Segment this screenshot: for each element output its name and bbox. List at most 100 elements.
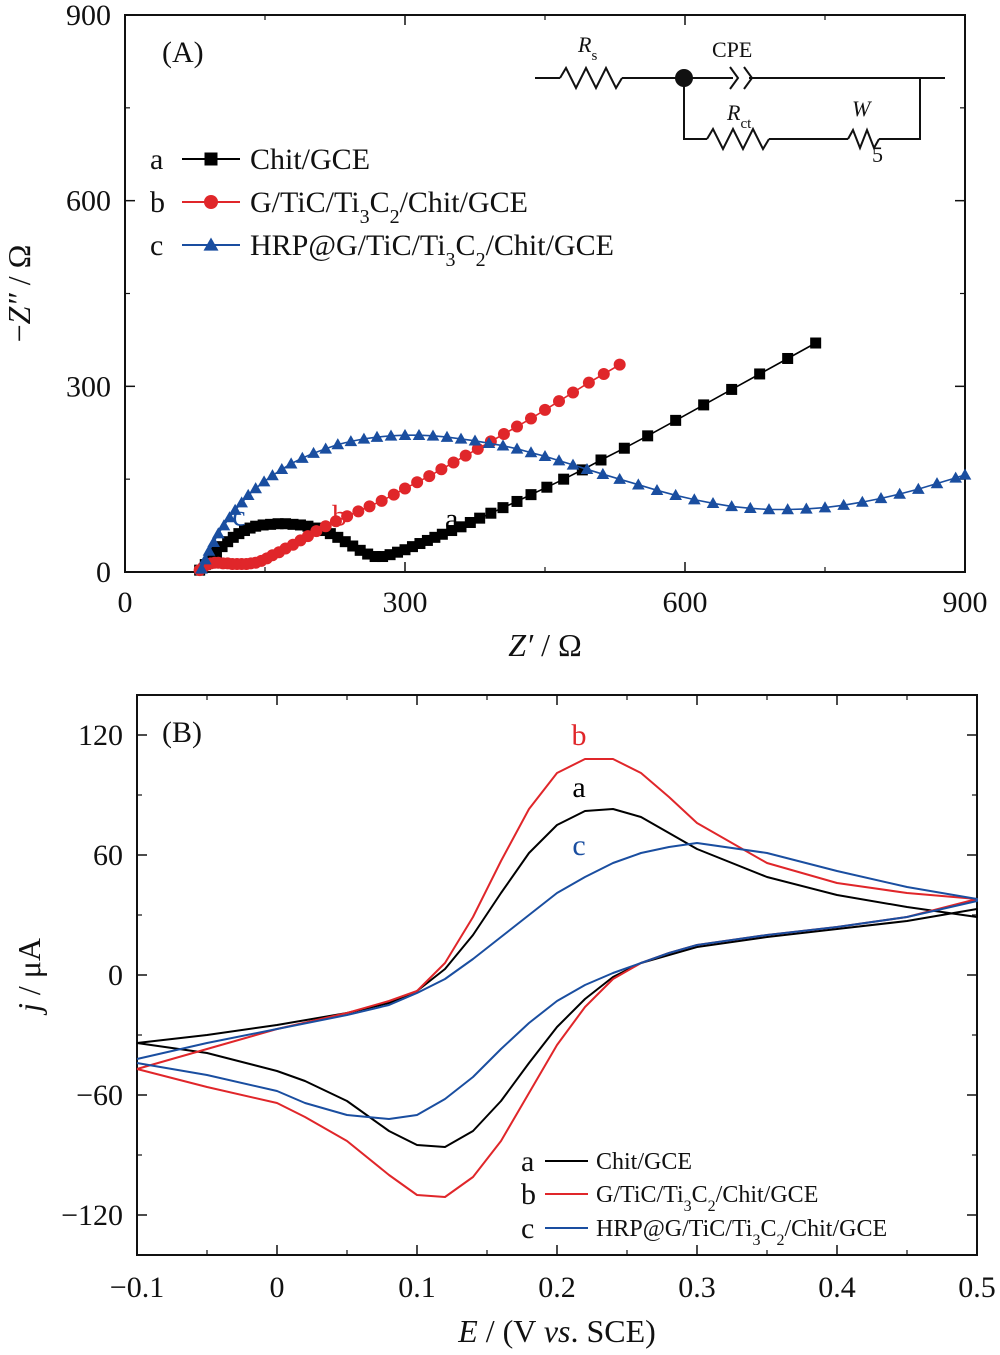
data-point-c [613, 472, 626, 484]
circuit-label-rct: Rct [726, 100, 752, 132]
data-point-a [541, 481, 553, 493]
legend-letter: b [521, 1178, 536, 1211]
legend: a Chit/GCE b G/TiC/Ti3C2/Chit/GCE c HRP@G/TiC… [521, 1145, 887, 1249]
y-tick-label: 0 [96, 556, 111, 589]
curve-label-a: a [572, 771, 585, 804]
series-a [194, 337, 822, 576]
legend-label: Chit/GCE [250, 143, 370, 176]
circuit-label-w: W [852, 96, 872, 121]
data-point-b [597, 367, 610, 380]
data-point-a [618, 442, 630, 454]
data-point-a [233, 528, 245, 540]
data-point-a [414, 538, 426, 550]
data-point-c [319, 442, 332, 454]
data-point-c [632, 478, 645, 490]
data-point-b [613, 358, 626, 371]
data-point-c [296, 451, 309, 463]
data-point-c [958, 468, 972, 480]
data-point-a [455, 521, 467, 533]
x-tick-label: 0.3 [678, 1271, 716, 1304]
y-tick-label: 120 [78, 719, 123, 752]
data-point-c [706, 496, 720, 509]
x-tick-label: 0 [118, 586, 133, 619]
legend-marker [203, 237, 219, 251]
data-point-a [642, 430, 654, 442]
data-point-c [440, 430, 454, 442]
x-tick-label: 0.4 [818, 1271, 856, 1304]
data-point-c [275, 462, 289, 475]
legend-letter: c [521, 1212, 534, 1245]
data-point-a [216, 541, 228, 553]
circuit-label-w-sub: 5 [872, 142, 883, 167]
data-point-b [399, 482, 411, 495]
data-point-a [302, 520, 314, 532]
data-point-a [576, 464, 588, 476]
legend-marker [204, 195, 218, 209]
data-point-a [810, 337, 822, 349]
circuit-wire [683, 78, 707, 140]
legend-letter: a [150, 143, 163, 176]
data-point-c [257, 475, 271, 487]
data-point-c [893, 487, 906, 499]
data-point-c [874, 492, 888, 504]
data-point-a [497, 502, 509, 514]
data-point-a [558, 473, 570, 485]
data-point-a [525, 489, 537, 501]
data-point-a [250, 520, 262, 532]
data-point-c [384, 429, 398, 441]
data-point-b [511, 420, 523, 433]
circuit-label-rs: Rs [577, 32, 597, 64]
data-point-a [446, 525, 458, 537]
data-point-b [459, 449, 472, 462]
curve-label-a: a [445, 503, 458, 536]
warburg-element-icon [847, 127, 880, 151]
x-tick-label: 0 [270, 1271, 285, 1304]
data-point-a [436, 528, 448, 540]
cv-curve-a [136, 808, 978, 1148]
data-point-a [726, 383, 738, 395]
data-point-b [447, 456, 460, 469]
data-point-c [207, 535, 220, 548]
data-point-c [266, 469, 279, 481]
cpe-element-icon [729, 66, 740, 90]
data-point-c [212, 527, 225, 539]
data-point-c [217, 519, 231, 531]
data-point-a [421, 534, 433, 546]
data-point-c [344, 435, 358, 447]
series-line-a [199, 342, 817, 571]
curve-label-c: c [232, 500, 245, 533]
data-point-c [688, 493, 701, 505]
data-point-b [567, 386, 579, 399]
y-tick-label: −60 [76, 1079, 123, 1112]
x-tick-label: 300 [383, 586, 428, 619]
data-point-a [429, 531, 441, 543]
data-point-a [369, 551, 381, 563]
data-point-c [552, 454, 566, 466]
data-point-b [411, 476, 424, 489]
data-point-b [375, 494, 388, 507]
data-point-c [580, 462, 594, 475]
x-tick-label: 0.1 [398, 1271, 436, 1304]
data-point-c [818, 501, 832, 513]
data-point-b [341, 510, 354, 523]
data-point-a [287, 518, 299, 530]
data-point-a [280, 518, 292, 530]
data-point-b [352, 505, 365, 518]
data-point-c [426, 429, 440, 441]
data-point-b [310, 525, 323, 538]
data-point-a [406, 541, 418, 553]
data-point-a [244, 522, 256, 534]
data-point-a [698, 399, 710, 411]
data-point-b [435, 463, 448, 476]
data-point-c [496, 439, 510, 451]
data-point-a [485, 507, 497, 519]
data-point-a [595, 454, 607, 466]
data-point-c [307, 446, 320, 458]
data-point-c [930, 477, 944, 489]
x-tick-label: 0.5 [958, 1271, 996, 1304]
data-point-c [781, 503, 794, 515]
data-point-a [324, 528, 336, 540]
data-point-a [670, 414, 682, 426]
legend-letter: c [150, 229, 163, 262]
